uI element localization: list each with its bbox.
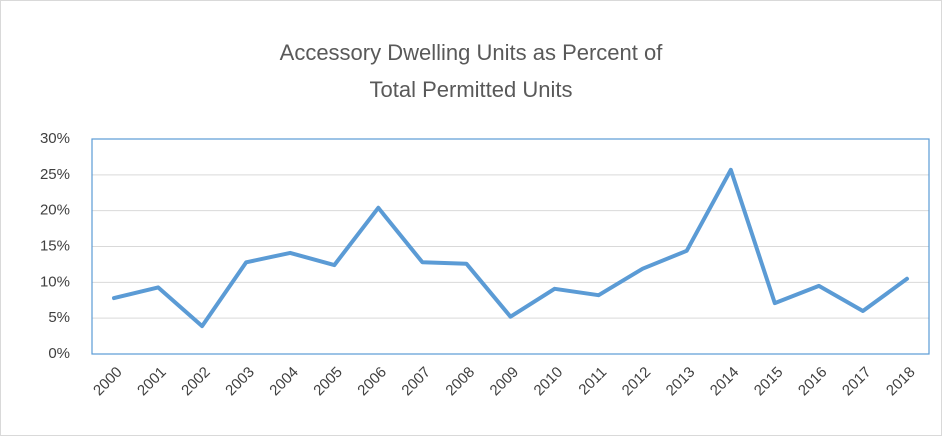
x-tick-label: 2005 — [310, 364, 346, 400]
x-tick-label: 2015 — [751, 364, 787, 400]
y-tick-label: 5% — [48, 309, 70, 326]
plot-frame — [91, 138, 930, 355]
x-tick-label: 2018 — [883, 364, 919, 400]
x-tick-label: 2007 — [398, 364, 434, 400]
x-tick-label: 2001 — [134, 364, 170, 400]
data-line — [112, 167, 909, 329]
x-tick-label: 2012 — [619, 364, 655, 400]
y-tick-label: 0% — [48, 345, 70, 362]
x-tick-label: 2016 — [795, 364, 831, 400]
x-tick-label: 2004 — [266, 364, 302, 400]
x-tick-label: 2014 — [707, 364, 743, 400]
y-tick-label: 15% — [40, 237, 70, 254]
x-tick-label: 2017 — [839, 364, 875, 400]
x-tick-label: 2011 — [575, 364, 610, 399]
x-tick-label: 2013 — [663, 364, 699, 400]
y-tick-label: 30% — [40, 130, 70, 147]
x-tick-label: 2003 — [222, 364, 258, 400]
x-tick-label: 2009 — [487, 364, 523, 400]
x-tick-label: 2008 — [442, 364, 478, 400]
x-tick-label: 2002 — [178, 364, 214, 400]
y-tick-label: 20% — [40, 202, 70, 219]
x-tick-label: 2010 — [531, 364, 567, 400]
y-tick-label: 10% — [40, 273, 70, 290]
x-tick-label: 2000 — [90, 364, 126, 400]
x-tick-label: 2006 — [354, 364, 390, 400]
y-tick-label: 25% — [40, 166, 70, 183]
chart-title: Accessory Dwelling Units as Percent of T… — [279, 40, 663, 102]
